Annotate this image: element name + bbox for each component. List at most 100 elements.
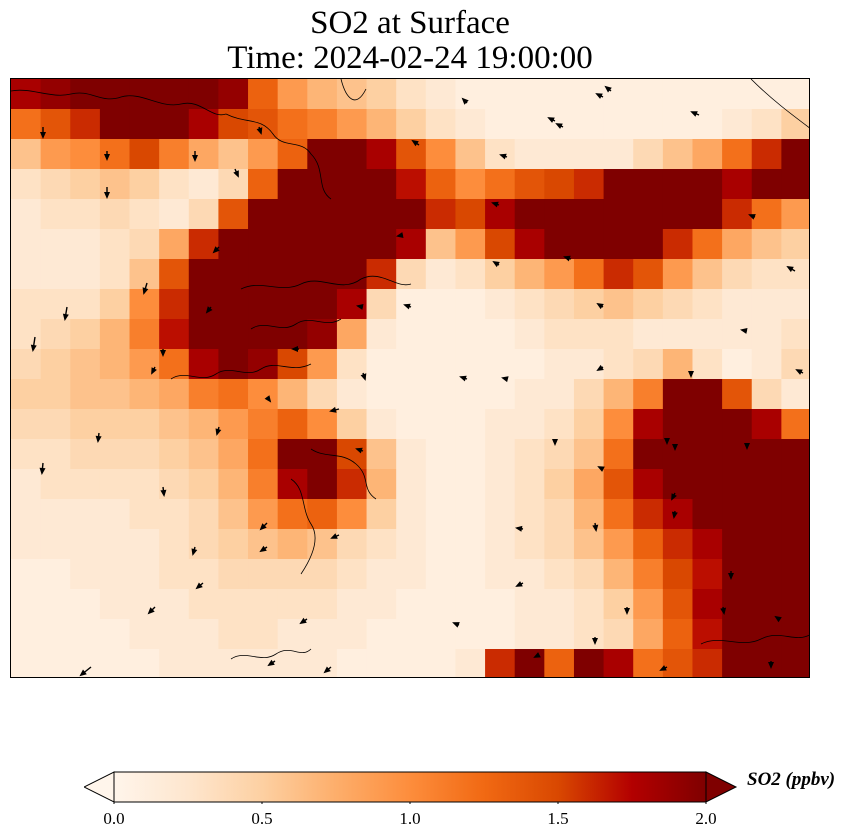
heatmap-cell (70, 619, 101, 650)
heatmap-cell (70, 409, 101, 440)
heatmap-cell (277, 349, 308, 380)
heatmap-cell (603, 559, 634, 590)
heatmap-cell (366, 379, 397, 410)
heatmap-cell (277, 499, 308, 530)
heatmap-cell (633, 559, 664, 590)
heatmap-cell (99, 469, 131, 500)
heatmap-cell (514, 109, 545, 140)
heatmap-cell (485, 199, 516, 230)
wind-vector-head (659, 665, 667, 671)
wind-vector-head (142, 287, 149, 295)
wind-vector-head (147, 607, 155, 615)
heatmap-cell (396, 259, 427, 290)
heatmap-cell (722, 589, 753, 620)
heatmap-cell (307, 499, 338, 530)
heatmap-cell (248, 229, 279, 260)
heatmap-cell (336, 139, 368, 170)
heatmap-cell (573, 349, 605, 380)
wind-vector-head (30, 344, 37, 352)
heatmap-cell (455, 259, 486, 290)
heatmap-cell (781, 79, 809, 110)
heatmap-cell (366, 259, 397, 290)
heatmap-cell (603, 169, 634, 200)
heatmap-cell (573, 319, 605, 350)
wind-vector-head (39, 467, 46, 475)
heatmap-cell (455, 469, 486, 500)
wind-vector-head (403, 303, 411, 310)
heatmap-cell (722, 379, 753, 410)
heatmap-cell (99, 169, 131, 200)
wind-vector-head (597, 466, 605, 472)
heatmap-cell (188, 79, 220, 110)
heatmap-cell (751, 289, 782, 320)
heatmap-cell (514, 439, 545, 470)
colorbar-gradient (84, 771, 738, 804)
heatmap-cell (751, 169, 782, 200)
heatmap-cell (99, 559, 131, 590)
heatmap-cell (70, 79, 101, 110)
heatmap-cell (188, 589, 220, 620)
heatmap-cell (662, 259, 694, 290)
heatmap-cell (603, 259, 634, 290)
heatmap-cell (40, 649, 71, 677)
heatmap-cell (455, 409, 486, 440)
heatmap-cell (692, 439, 723, 470)
heatmap-cell (544, 229, 575, 260)
coastline (11, 89, 227, 116)
heatmap-cell (159, 289, 190, 320)
heatmap-cell (336, 199, 368, 230)
heatmap-cell (633, 379, 664, 410)
heatmap-cell (99, 589, 131, 620)
wind-vector-head (515, 581, 523, 587)
heatmap-cell (336, 649, 368, 677)
heatmap-cell (40, 199, 71, 230)
wind-vector-head (256, 127, 263, 135)
heatmap-cell (573, 109, 605, 140)
heatmap-cell (425, 109, 457, 140)
wind-vector-head (671, 493, 677, 501)
heatmap-cell (40, 139, 71, 170)
heatmap-cell (99, 349, 131, 380)
heatmap-cell (218, 199, 249, 230)
wind-vector-head (267, 659, 275, 667)
heatmap-cell (425, 589, 457, 620)
heatmap-cell (485, 289, 516, 320)
heatmap-cell (514, 229, 545, 260)
heatmap-cell (129, 499, 160, 530)
heatmap-cell (455, 79, 486, 110)
wind-vector-head (768, 662, 774, 669)
heatmap-cell (396, 589, 427, 620)
heatmap-cell (70, 169, 101, 200)
heatmap-cell (396, 109, 427, 140)
wind-vector-head (595, 93, 603, 99)
wind-vector-head (501, 376, 509, 383)
heatmap-cell (781, 349, 809, 380)
heatmap-cell (336, 319, 368, 350)
heatmap-cell (11, 139, 42, 170)
heatmap-cell (455, 619, 486, 650)
wind-vector-head (671, 511, 678, 519)
wind-vector-head (192, 155, 198, 162)
heatmap-cell (99, 379, 131, 410)
heatmap-cell (781, 319, 809, 350)
heatmap-cell (248, 319, 279, 350)
heatmap-cell (573, 199, 605, 230)
heatmap-cell (603, 409, 634, 440)
heatmap-cell (70, 199, 101, 230)
heatmap-cell (633, 409, 664, 440)
wind-vector-head (95, 435, 102, 443)
heatmap-cell (514, 79, 545, 110)
heatmap-cell (218, 649, 249, 677)
heatmap-cell (40, 619, 71, 650)
heatmap-cell (544, 169, 575, 200)
heatmap-cell (396, 139, 427, 170)
heatmap-cell (70, 139, 101, 170)
heatmap-cell (129, 469, 160, 500)
heatmap-cell (485, 79, 516, 110)
heatmap-cell (455, 169, 486, 200)
heatmap-cell (11, 409, 42, 440)
heatmap-cell (336, 409, 368, 440)
wind-vector-head (299, 617, 307, 625)
wind-vector-head (555, 123, 563, 129)
heatmap-cell (781, 199, 809, 230)
